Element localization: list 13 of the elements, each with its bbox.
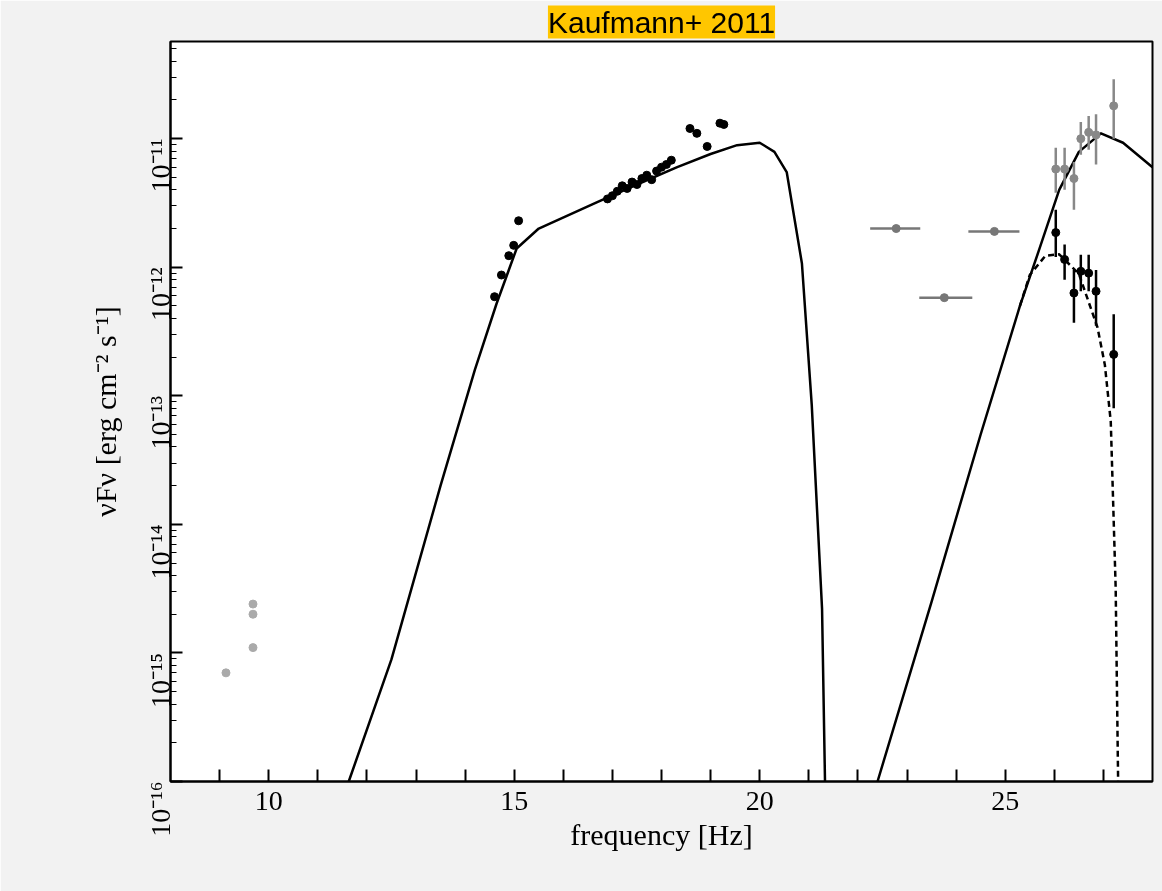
x-axis-title: frequency [Hz] [570,817,753,851]
y-tick-label: 10⁻¹⁵ [145,652,176,709]
chart-title: Kaufmann+ 2011 [547,5,776,39]
x-tick-label: 25 [991,784,1020,816]
x-tick-label: 20 [745,784,774,816]
y-tick-label: 10⁻¹⁶ [145,781,176,837]
y-tick-label: 10⁻¹¹ [145,138,176,193]
y-tick-label: 10⁻¹⁴ [145,524,176,580]
y-axis-title: νFν [erg cm⁻² s⁻¹] [88,306,122,517]
x-tick-label: 10 [254,784,283,816]
x-tick-label: 15 [500,784,529,816]
y-tick-label: 10⁻¹³ [145,395,176,450]
y-tick-label: 10⁻¹² [145,267,176,322]
